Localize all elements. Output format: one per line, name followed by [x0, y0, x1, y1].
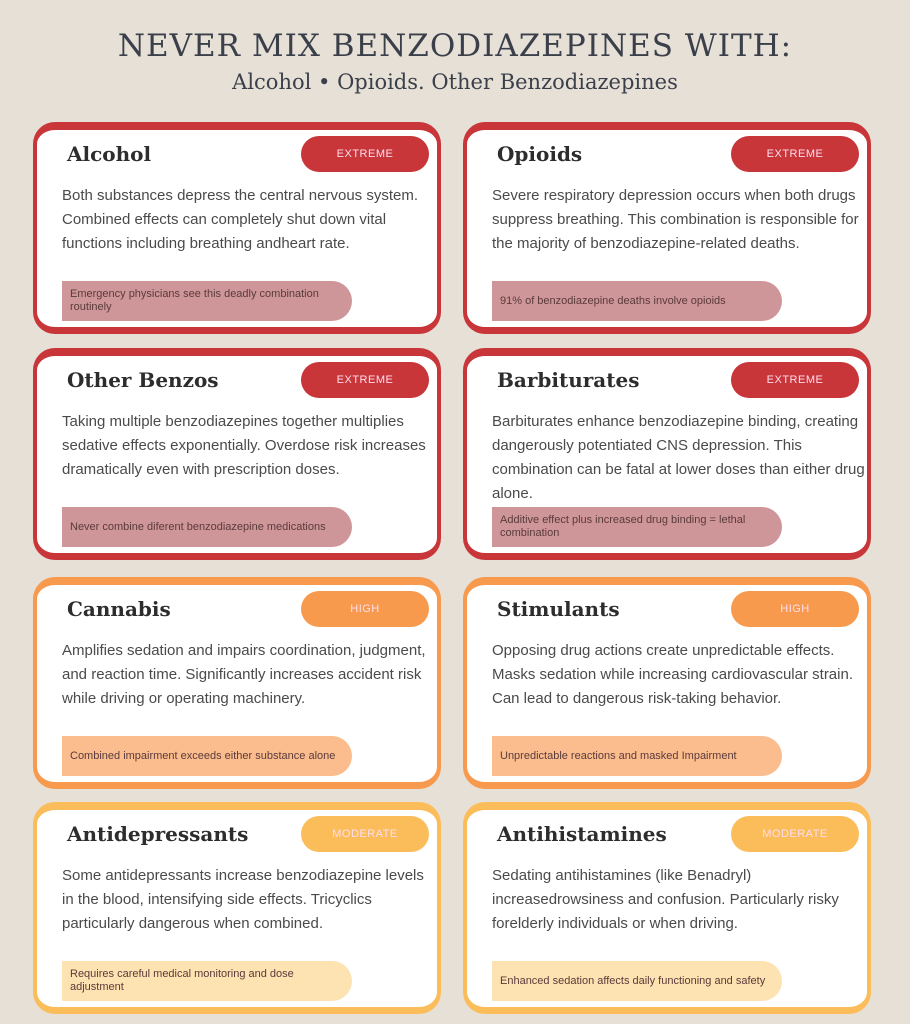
card-description: Amplifies sedation and impairs coordinat…: [62, 642, 426, 707]
card-description: Severe respiratory depression occurs whe…: [492, 187, 859, 252]
card-description: Some antidepressants increase benzodiaze…: [62, 867, 424, 932]
card-title: Antidepressants: [67, 822, 249, 846]
interaction-card-other-benzos: Other Benzos EXTREME Taking multiple ben…: [33, 348, 441, 560]
interaction-card-barbiturates: Barbiturates EXTREME Barbiturates enhanc…: [463, 348, 871, 560]
card-title: Opioids: [497, 142, 583, 166]
card-title: Cannabis: [67, 597, 171, 621]
card-note: Never combine diferent benzodiazepine me…: [62, 507, 352, 547]
card-description: Opposing drug actions create unpredictab…: [492, 642, 853, 707]
risk-level-badge: EXTREME: [731, 136, 859, 172]
interaction-card-antidepressants: Antidepressants MODERATE Some antidepres…: [33, 802, 441, 1014]
risk-level-badge: EXTREME: [301, 362, 429, 398]
card-title: Antihistamines: [497, 822, 667, 846]
card-note: 91% of benzodiazepine deaths involve opi…: [492, 281, 782, 321]
risk-level-badge: EXTREME: [731, 362, 859, 398]
card-note: Enhanced sedation affects daily function…: [492, 961, 782, 1001]
card-title: Stimulants: [497, 597, 620, 621]
card-note: Emergency physicians see this deadly com…: [62, 281, 352, 321]
risk-level-badge: HIGH: [731, 591, 859, 627]
risk-level-badge: MODERATE: [301, 816, 429, 852]
card-description: Sedating antihistamines (like Benadryl) …: [492, 867, 839, 932]
card-description: Barbiturates enhance benzodiazepine bind…: [492, 413, 865, 502]
risk-level-badge: EXTREME: [301, 136, 429, 172]
page-title: NEVER MIX BENZODIAZEPINES WITH:: [117, 28, 793, 64]
card-note: Unpredictable reactions and masked Impai…: [492, 736, 782, 776]
card-title: Other Benzos: [67, 368, 219, 392]
interaction-card-cannabis: Cannabis HIGH Amplifies sedation and imp…: [33, 577, 441, 789]
card-note: Requires careful medical monitoring and …: [62, 961, 352, 1001]
card-note: Additive effect plus increased drug bind…: [492, 507, 782, 547]
card-description: Both substances depress the central nerv…: [62, 187, 419, 252]
card-title: Alcohol: [67, 142, 152, 166]
interaction-card-antihistamines: Antihistamines MODERATE Sedating antihis…: [463, 802, 871, 1014]
risk-level-badge: MODERATE: [731, 816, 859, 852]
card-note: Combined impairment exceeds either subst…: [62, 736, 352, 776]
interaction-card-stimulants: Stimulants HIGH Opposing drug actions cr…: [463, 577, 871, 789]
card-description: Taking multiple benzodiazepines together…: [62, 413, 426, 478]
page-subtitle: Alcohol • Opioids. Other Benzodiazepines: [232, 70, 678, 94]
card-title: Barbiturates: [497, 368, 640, 392]
risk-level-badge: HIGH: [301, 591, 429, 627]
interaction-card-opioids: Opioids EXTREME Severe respiratory depre…: [463, 122, 871, 334]
interaction-card-alcohol: Alcohol EXTREME Both substances depress …: [33, 122, 441, 334]
